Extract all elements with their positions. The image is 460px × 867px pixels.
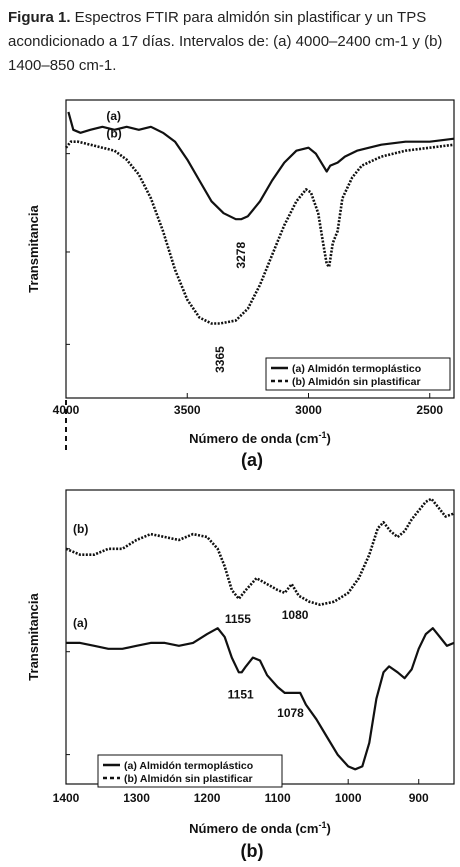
x-tick-label: 1300 [123, 791, 150, 805]
x-axis-label: Número de onda (cm-1) [189, 820, 331, 836]
x-tick-label: 1400 [53, 791, 80, 805]
x-tick-label: 900 [409, 791, 429, 805]
y-axis-label: Transmitancia [26, 205, 41, 293]
legend-entry: (b) Almidón sin plastificar [292, 376, 421, 388]
x-tick-label: 1200 [194, 791, 221, 805]
x-tick-label: 3000 [295, 403, 322, 417]
series-line-sin-plastificar [65, 497, 455, 606]
series-label: (a) [73, 616, 88, 630]
peak-annotation: 3365 [213, 346, 227, 373]
series-line-termoplastico [66, 627, 455, 771]
legend-entry: (a) Almidón termoplástico [292, 363, 421, 375]
peak-annotation: 3278 [234, 242, 248, 269]
chart-panel-a: 4000350030002500Número de onda (cm-1)Tra… [26, 99, 455, 470]
series-line-termoplastico [67, 111, 455, 221]
x-tick-label: 2500 [416, 403, 443, 417]
series-label: (a) [106, 109, 121, 123]
figure-caption-text: Espectros FTIR para almidón sin plastifi… [8, 9, 443, 74]
legend-entry: (b) Almidón sin plastificar [124, 773, 253, 785]
panel-label: (a) [241, 450, 263, 470]
legend-box [97, 754, 283, 788]
legend-entry: (a) Almidón termoplástico [124, 760, 253, 772]
legend: (a) Almidón termoplástico(b) Almidón sin… [97, 754, 283, 788]
x-tick-label: 3500 [174, 403, 201, 417]
series-line-sin-plastificar [64, 140, 455, 325]
legend: (a) Almidón termoplástico(b) Almidón sin… [265, 357, 451, 391]
peak-annotation: 1078 [277, 706, 304, 720]
legend-box [265, 357, 451, 391]
plot-frame [65, 99, 455, 399]
panel-label: (b) [241, 841, 264, 861]
series-label: (b) [106, 127, 121, 141]
x-tick-label: 1000 [335, 791, 362, 805]
x-tick-label: 1100 [265, 791, 291, 805]
figure-label: Figura 1. [8, 9, 71, 26]
figure-caption: Figura 1. Espectros FTIR para almidón si… [8, 6, 456, 78]
peak-annotation: 1155 [225, 612, 251, 626]
peak-annotation: 1151 [228, 687, 254, 701]
peak-annotation: 1080 [282, 608, 309, 622]
series-label: (b) [73, 522, 88, 536]
y-axis-label: Transmitancia [26, 593, 41, 681]
chart-panel-b: 1400 1300 1200 1100 1000 900 Número de onda (c… [26, 489, 455, 861]
x-axis-label: Número de onda (cm-1) [189, 430, 331, 446]
